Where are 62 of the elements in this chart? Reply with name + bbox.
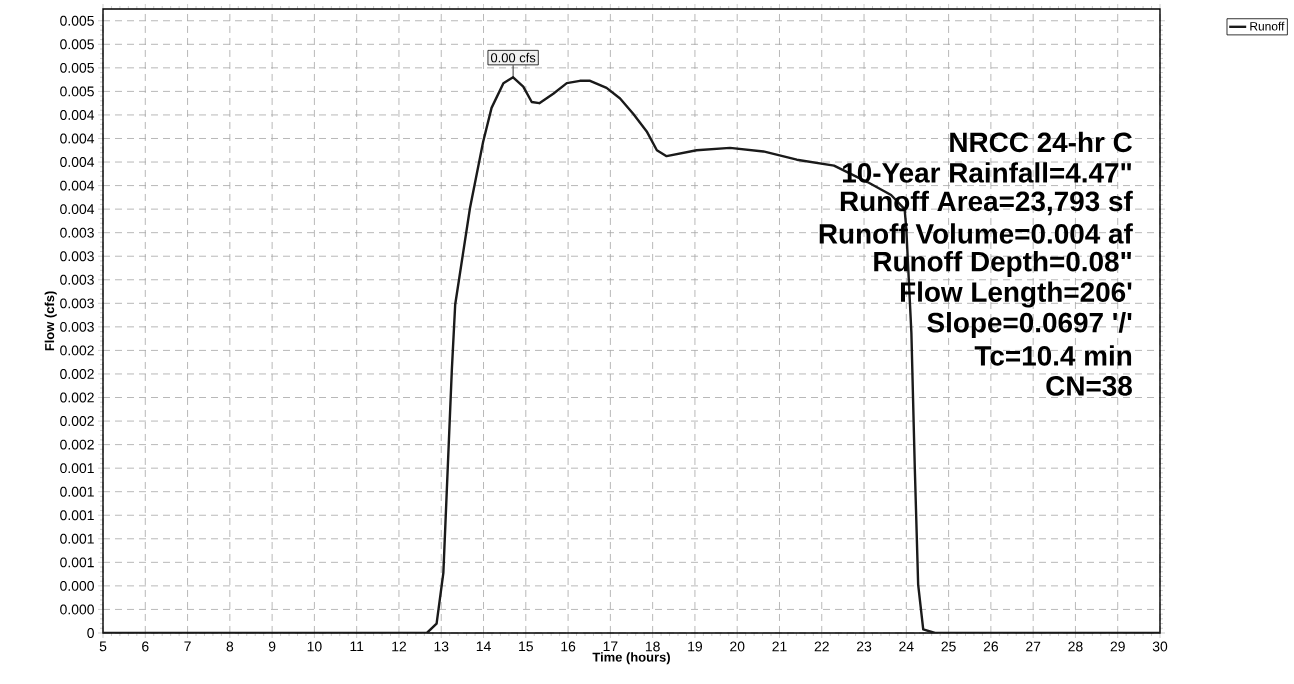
x-tick-label: 9 — [268, 641, 276, 652]
y-tick-label: 0.005 — [60, 39, 94, 50]
y-tick-label: 0.003 — [60, 274, 94, 285]
y-tick-label: 0.005 — [60, 62, 94, 73]
y-tick-label: 0.001 — [60, 557, 94, 568]
y-tick-label: 0.001 — [60, 510, 94, 521]
annotation: CN=38 — [1046, 376, 1132, 396]
y-tick-label: 0.004 — [60, 204, 95, 215]
x-tick-label: 20 — [730, 641, 745, 652]
x-tick-label: 21 — [772, 641, 787, 652]
y-tick-label: 0.003 — [60, 227, 94, 238]
x-tick-label: 6 — [142, 641, 149, 652]
y-tick-label: 0 — [87, 628, 94, 638]
y-tick-label: 0.002 — [60, 369, 94, 379]
y-tick-label: 0.000 — [60, 580, 94, 591]
x-tick-label: 30 — [1152, 641, 1168, 652]
x-tick-label: 19 — [688, 641, 703, 652]
y-tick-label: 0.003 — [60, 298, 94, 309]
annotation: 0.00 cfs — [490, 52, 536, 63]
x-tick-label: 13 — [434, 641, 449, 652]
y-tick-label: 0.001 — [60, 533, 94, 544]
x-tick-label: 14 — [476, 641, 491, 652]
x-tick-label: 18 — [645, 641, 660, 652]
x-tick-label: 10 — [307, 641, 322, 652]
y-tick-label: 0.002 — [60, 392, 94, 403]
legend-label: Runoff — [1250, 21, 1285, 31]
annotation: Tc=10.4 min — [974, 345, 1132, 366]
x-tick-label: 27 — [1026, 641, 1041, 652]
y-tick-label: 0.002 — [60, 345, 94, 356]
y-tick-label: 0.005 — [60, 86, 94, 97]
x-tick-label: 28 — [1068, 641, 1083, 652]
x-tick-label: 16 — [561, 641, 576, 652]
y-tick-label: 0.002 — [60, 439, 94, 450]
x-tick-label: 15 — [519, 641, 533, 652]
y-tick-label: 0.004 — [60, 180, 95, 191]
x-tick-label: 11 — [350, 641, 364, 652]
x-tick-label: 23 — [856, 641, 872, 652]
x-tick-label: 7 — [184, 641, 191, 652]
y-axis-title: Flow (cfs) — [44, 291, 57, 351]
annotation: Slope=0.0697 '/' — [927, 311, 1132, 338]
y-tick-label: 0.005 — [60, 15, 94, 26]
y-tick-label: 0.004 — [60, 133, 95, 144]
x-axis-title: Time (hours) — [592, 652, 670, 665]
y-tick-label: 0.004 — [60, 110, 95, 120]
x-tick-label: 8 — [226, 641, 234, 652]
x-tick-label: 24 — [899, 641, 914, 652]
y-tick-label: 0.002 — [60, 416, 94, 426]
y-tick-label: 0.001 — [60, 486, 94, 497]
x-tick-label: 25 — [941, 641, 956, 652]
x-tick-label: 12 — [392, 641, 407, 652]
y-tick-label: 0.003 — [60, 321, 94, 332]
x-tick-label: 17 — [603, 641, 618, 652]
y-tick-label: 0.004 — [60, 157, 95, 167]
y-tick-label: 0.001 — [60, 463, 94, 474]
y-tick-label: 0.000 — [60, 604, 94, 615]
x-tick-label: 5 — [99, 641, 107, 652]
x-tick-label: 26 — [983, 641, 999, 652]
y-tick-label: 0.003 — [60, 251, 94, 262]
x-tick-label: 29 — [1110, 641, 1125, 652]
x-tick-label: 22 — [814, 641, 829, 652]
line-series — [103, 76, 1160, 633]
annotation: NRCC 24-hr C — [950, 131, 1132, 153]
